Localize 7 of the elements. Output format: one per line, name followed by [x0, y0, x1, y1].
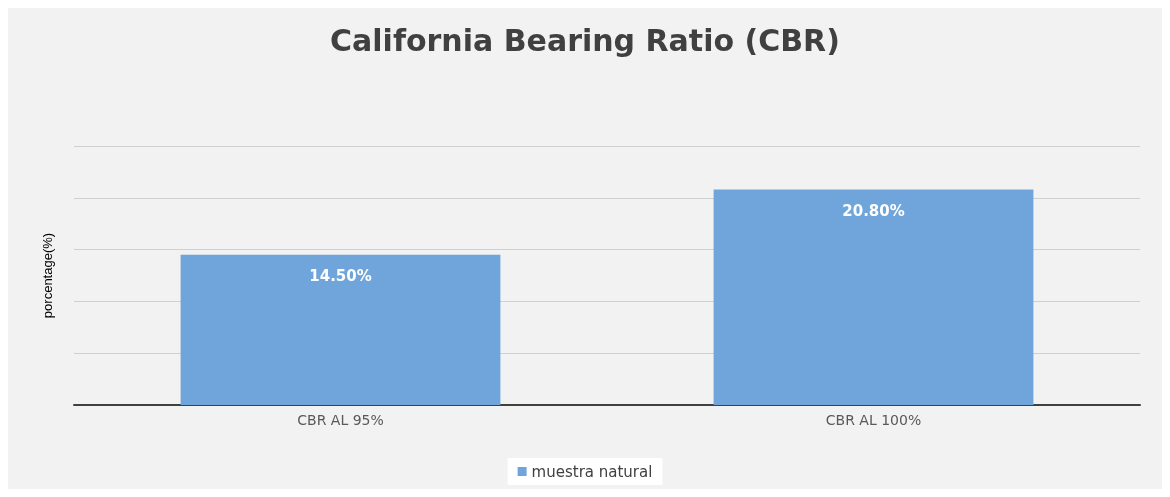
legend-label: muestra natural [531, 462, 653, 481]
x-tick-label: CBR AL 100% [825, 412, 922, 428]
chart-title: California Bearing Ratio (CBR) [330, 22, 840, 58]
x-tick-label: CBR AL 95% [297, 412, 384, 428]
y-axis-title: porcentage(%) [40, 232, 55, 319]
data-label: 20.80% [842, 202, 905, 221]
data-label: 14.50% [309, 267, 372, 286]
